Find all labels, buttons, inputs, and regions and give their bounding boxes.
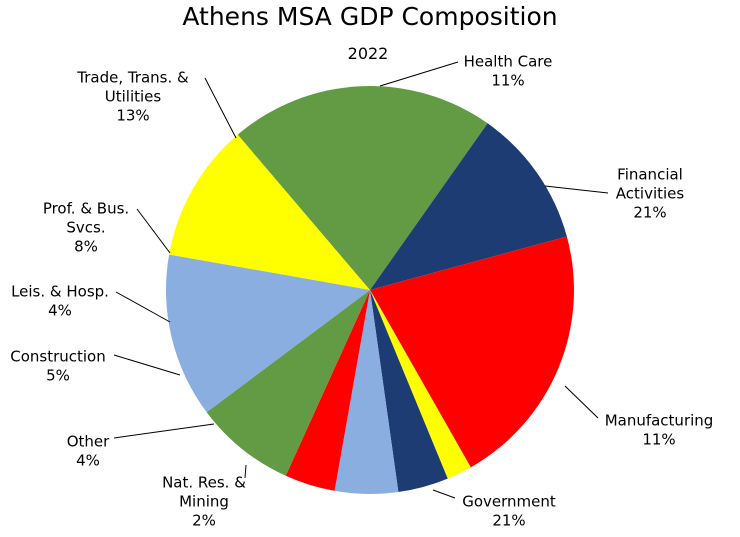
slice-percent-label: 4% — [76, 452, 100, 470]
leader-line — [564, 385, 599, 419]
slice-category-label: Prof. & Bus. — [43, 200, 129, 218]
pie-slice-government — [370, 236, 574, 468]
slice-category-label: Svcs. — [66, 219, 105, 237]
slice-category-label: Health Care — [464, 53, 553, 71]
slice-category-label: Government — [462, 493, 556, 511]
slice-category-label: Trade, Trans. & — [76, 69, 189, 87]
leader-line — [432, 489, 456, 499]
slice-category-label: Manufacturing — [605, 412, 714, 430]
slice-category-label: Financial — [617, 166, 683, 184]
pie-slice-prof-bus-svcs — [206, 290, 370, 476]
slice-percent-label: 21% — [492, 512, 525, 530]
pie-slice-construction — [334, 290, 399, 494]
pie-slice-trade-trans-utilities — [166, 254, 370, 413]
leader-line — [115, 291, 171, 323]
slice-category-label: Construction — [10, 348, 106, 366]
slice-category-label: Leis. & Hosp. — [11, 283, 109, 301]
pie-slice-financial-activities — [237, 85, 488, 291]
slice-percent-label: 11% — [642, 431, 675, 449]
leader-line — [204, 77, 237, 139]
slice-label-leis-hosp: Leis. & Hosp.4% — [11, 283, 109, 320]
slice-percent-label: 21% — [633, 204, 666, 222]
slice-category-label: Utilities — [105, 88, 162, 106]
slice-percent-label: 4% — [48, 302, 72, 320]
pie-slice-nat-res-mining — [370, 290, 471, 479]
slice-category-label: Other — [67, 433, 110, 451]
pie-slice-other — [370, 290, 448, 493]
chart-title: Athens MSA GDP Composition — [182, 2, 558, 31]
slice-percent-label: 8% — [74, 238, 98, 256]
slice-percent-label: 13% — [116, 107, 149, 125]
slice-percent-label: 5% — [46, 367, 70, 385]
leader-line — [244, 464, 247, 479]
slice-percent-label: 2% — [192, 512, 216, 530]
leader-line — [136, 208, 171, 254]
leader-line — [113, 354, 181, 376]
slice-label-prof-bus-svcs: Prof. & Bus.Svcs.8% — [43, 200, 129, 256]
leader-line — [544, 185, 609, 194]
pie-slice-leis-hosp — [285, 290, 370, 491]
pie-slice-manufacturing — [370, 123, 567, 290]
leader-line — [113, 423, 215, 439]
chart-subtitle: 2022 — [347, 44, 389, 63]
pie-slice-health-care — [169, 134, 370, 290]
slice-category-label: Activities — [616, 185, 685, 203]
slice-category-label: Nat. Res. & — [162, 474, 246, 492]
slice-category-label: Mining — [179, 493, 229, 511]
leader-line — [379, 61, 459, 87]
slice-percent-label: 11% — [491, 72, 524, 90]
